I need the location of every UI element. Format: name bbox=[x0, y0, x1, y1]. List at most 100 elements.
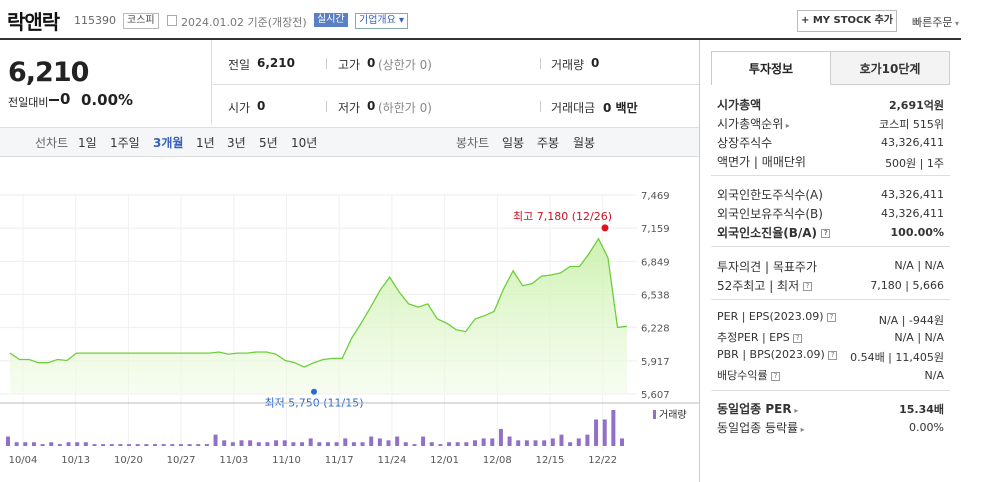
volume-bar bbox=[472, 440, 477, 446]
open-value: 0 bbox=[257, 99, 266, 113]
volume-bar bbox=[178, 444, 183, 446]
volume-bar bbox=[83, 442, 88, 446]
y-tick-label: 5,917 bbox=[641, 357, 670, 368]
y-tick-label: 7,469 bbox=[641, 191, 670, 202]
company-overview-label: 기업개요 bbox=[359, 15, 396, 26]
volume-bar bbox=[213, 434, 218, 446]
prev-value: 6,210 bbox=[257, 56, 295, 70]
volume-bar bbox=[161, 444, 166, 446]
change-label: 전일대비 bbox=[8, 96, 49, 109]
period-1d[interactable]: 1일 bbox=[78, 136, 97, 150]
period-1w[interactable]: 1주일 bbox=[110, 136, 140, 150]
help-icon[interactable]: ? bbox=[821, 229, 831, 238]
period-toolbar bbox=[0, 127, 699, 157]
volume-bar bbox=[317, 442, 322, 446]
volume-bar bbox=[222, 440, 227, 446]
company-overview-button[interactable]: 기업개요 ▾ bbox=[355, 13, 409, 29]
volume-value: 0 bbox=[591, 56, 600, 70]
change-value: 0 bbox=[60, 90, 71, 108]
volume-bar bbox=[343, 438, 348, 446]
volume-bar bbox=[490, 438, 495, 446]
volume-bar bbox=[282, 440, 287, 446]
volume-bar bbox=[204, 444, 209, 446]
volume-bar bbox=[300, 442, 305, 446]
volume-bar bbox=[507, 436, 512, 446]
stock-code: 115390 bbox=[74, 14, 116, 27]
candle-weekly[interactable]: 주봉 bbox=[537, 136, 560, 150]
section-divider bbox=[711, 246, 950, 247]
industry-rate-label[interactable]: 동일업종 등락률 ▸ bbox=[717, 419, 805, 436]
foreign-limit-label: 외국인한도주식수(A) bbox=[717, 188, 823, 202]
volume-legend-swatch bbox=[653, 410, 656, 419]
industry-per-value: 15.34배 bbox=[899, 403, 944, 416]
y-tick-label: 6,849 bbox=[641, 257, 670, 268]
period-1y[interactable]: 1년 bbox=[196, 136, 215, 150]
amount-value: 0 백만 bbox=[603, 101, 638, 115]
volume-bar bbox=[265, 442, 270, 446]
volume-bar bbox=[230, 442, 235, 446]
candle-daily[interactable]: 일봉 bbox=[502, 136, 525, 150]
volume-bar bbox=[568, 442, 573, 446]
section-divider bbox=[711, 390, 950, 391]
date-text: 2024.01.02 기준(개장전) bbox=[181, 16, 307, 29]
change-pct: 0.00% bbox=[81, 91, 134, 109]
volume-bar bbox=[594, 419, 599, 446]
divider bbox=[326, 101, 327, 112]
stock-name: 락앤락 bbox=[7, 10, 60, 34]
help-icon[interactable]: ? bbox=[828, 350, 838, 360]
low-point-marker bbox=[311, 388, 317, 395]
section-divider bbox=[711, 299, 950, 300]
x-tick-label: 11/10 bbox=[272, 455, 301, 466]
add-mystock-button[interactable]: + MY STOCK 추가 bbox=[797, 10, 897, 32]
volume-bar bbox=[524, 440, 529, 446]
period-3y[interactable]: 3년 bbox=[227, 136, 246, 150]
volume-bar bbox=[256, 442, 261, 446]
volume-bar bbox=[360, 442, 365, 446]
volume-bar bbox=[395, 436, 400, 446]
realtime-badge[interactable]: 실시간 bbox=[314, 13, 348, 27]
period-10y[interactable]: 10년 bbox=[291, 136, 318, 150]
x-tick-label: 11/03 bbox=[219, 455, 248, 466]
volume-bar bbox=[308, 438, 313, 446]
opinion-label: 투자의견 | 목표주가 bbox=[717, 260, 817, 274]
x-tick-label: 10/13 bbox=[61, 455, 90, 466]
header-divider bbox=[0, 38, 961, 40]
tab-order10[interactable]: 호가10단계 bbox=[830, 51, 950, 85]
per-label: PER | EPS(2023.09) ? bbox=[717, 310, 837, 323]
x-tick-label: 12/01 bbox=[430, 455, 459, 466]
per-text: PER | EPS(2023.09) bbox=[717, 310, 824, 323]
candle-monthly[interactable]: 월봉 bbox=[573, 136, 596, 150]
volume-bar bbox=[447, 442, 452, 446]
x-tick-label: 11/24 bbox=[377, 455, 406, 466]
foreign-hold-value: 43,326,411 bbox=[881, 207, 944, 220]
industry-rate-text: 동일업종 등락률 bbox=[717, 421, 799, 435]
cap-rank-text: 시가총액순위 bbox=[717, 117, 784, 131]
high-value: 0 bbox=[367, 56, 376, 70]
volume-bar bbox=[403, 442, 408, 446]
volume-bar bbox=[239, 440, 244, 446]
est-per-label: 추정PER | EPS ? bbox=[717, 329, 803, 345]
quick-order-button[interactable]: 빠른주문 ▾ bbox=[912, 14, 959, 30]
industry-per-label[interactable]: 동일업종 PER ▸ bbox=[717, 400, 798, 417]
low-label: 저가 bbox=[338, 101, 361, 115]
opinion-value: N/A | N/A bbox=[894, 259, 944, 272]
chevron-down-icon: ▾ bbox=[399, 15, 405, 26]
volume-bar bbox=[542, 440, 547, 446]
period-3m[interactable]: 3개월 bbox=[153, 136, 184, 150]
flat-icon bbox=[49, 99, 59, 101]
help-icon[interactable]: ? bbox=[793, 333, 803, 343]
volume-bar bbox=[412, 444, 417, 446]
volume-bar bbox=[351, 442, 356, 446]
help-icon[interactable]: ? bbox=[802, 282, 812, 291]
help-icon[interactable]: ? bbox=[827, 312, 837, 322]
period-5y[interactable]: 5년 bbox=[259, 136, 278, 150]
cap-rank-label[interactable]: 시가총액순위 ▸ bbox=[717, 115, 790, 132]
volume-bar bbox=[559, 434, 564, 446]
dividend-label: 배당수익률 ? bbox=[717, 367, 781, 383]
tab-invest-info[interactable]: 투자정보 bbox=[711, 51, 831, 85]
help-icon[interactable]: ? bbox=[771, 371, 781, 381]
current-price: 6,210 bbox=[8, 57, 89, 88]
x-tick-label: 11/17 bbox=[325, 455, 354, 466]
face-label: 액면가 | 매매단위 bbox=[717, 155, 806, 169]
line-chart-label: 선차트 bbox=[35, 136, 69, 150]
